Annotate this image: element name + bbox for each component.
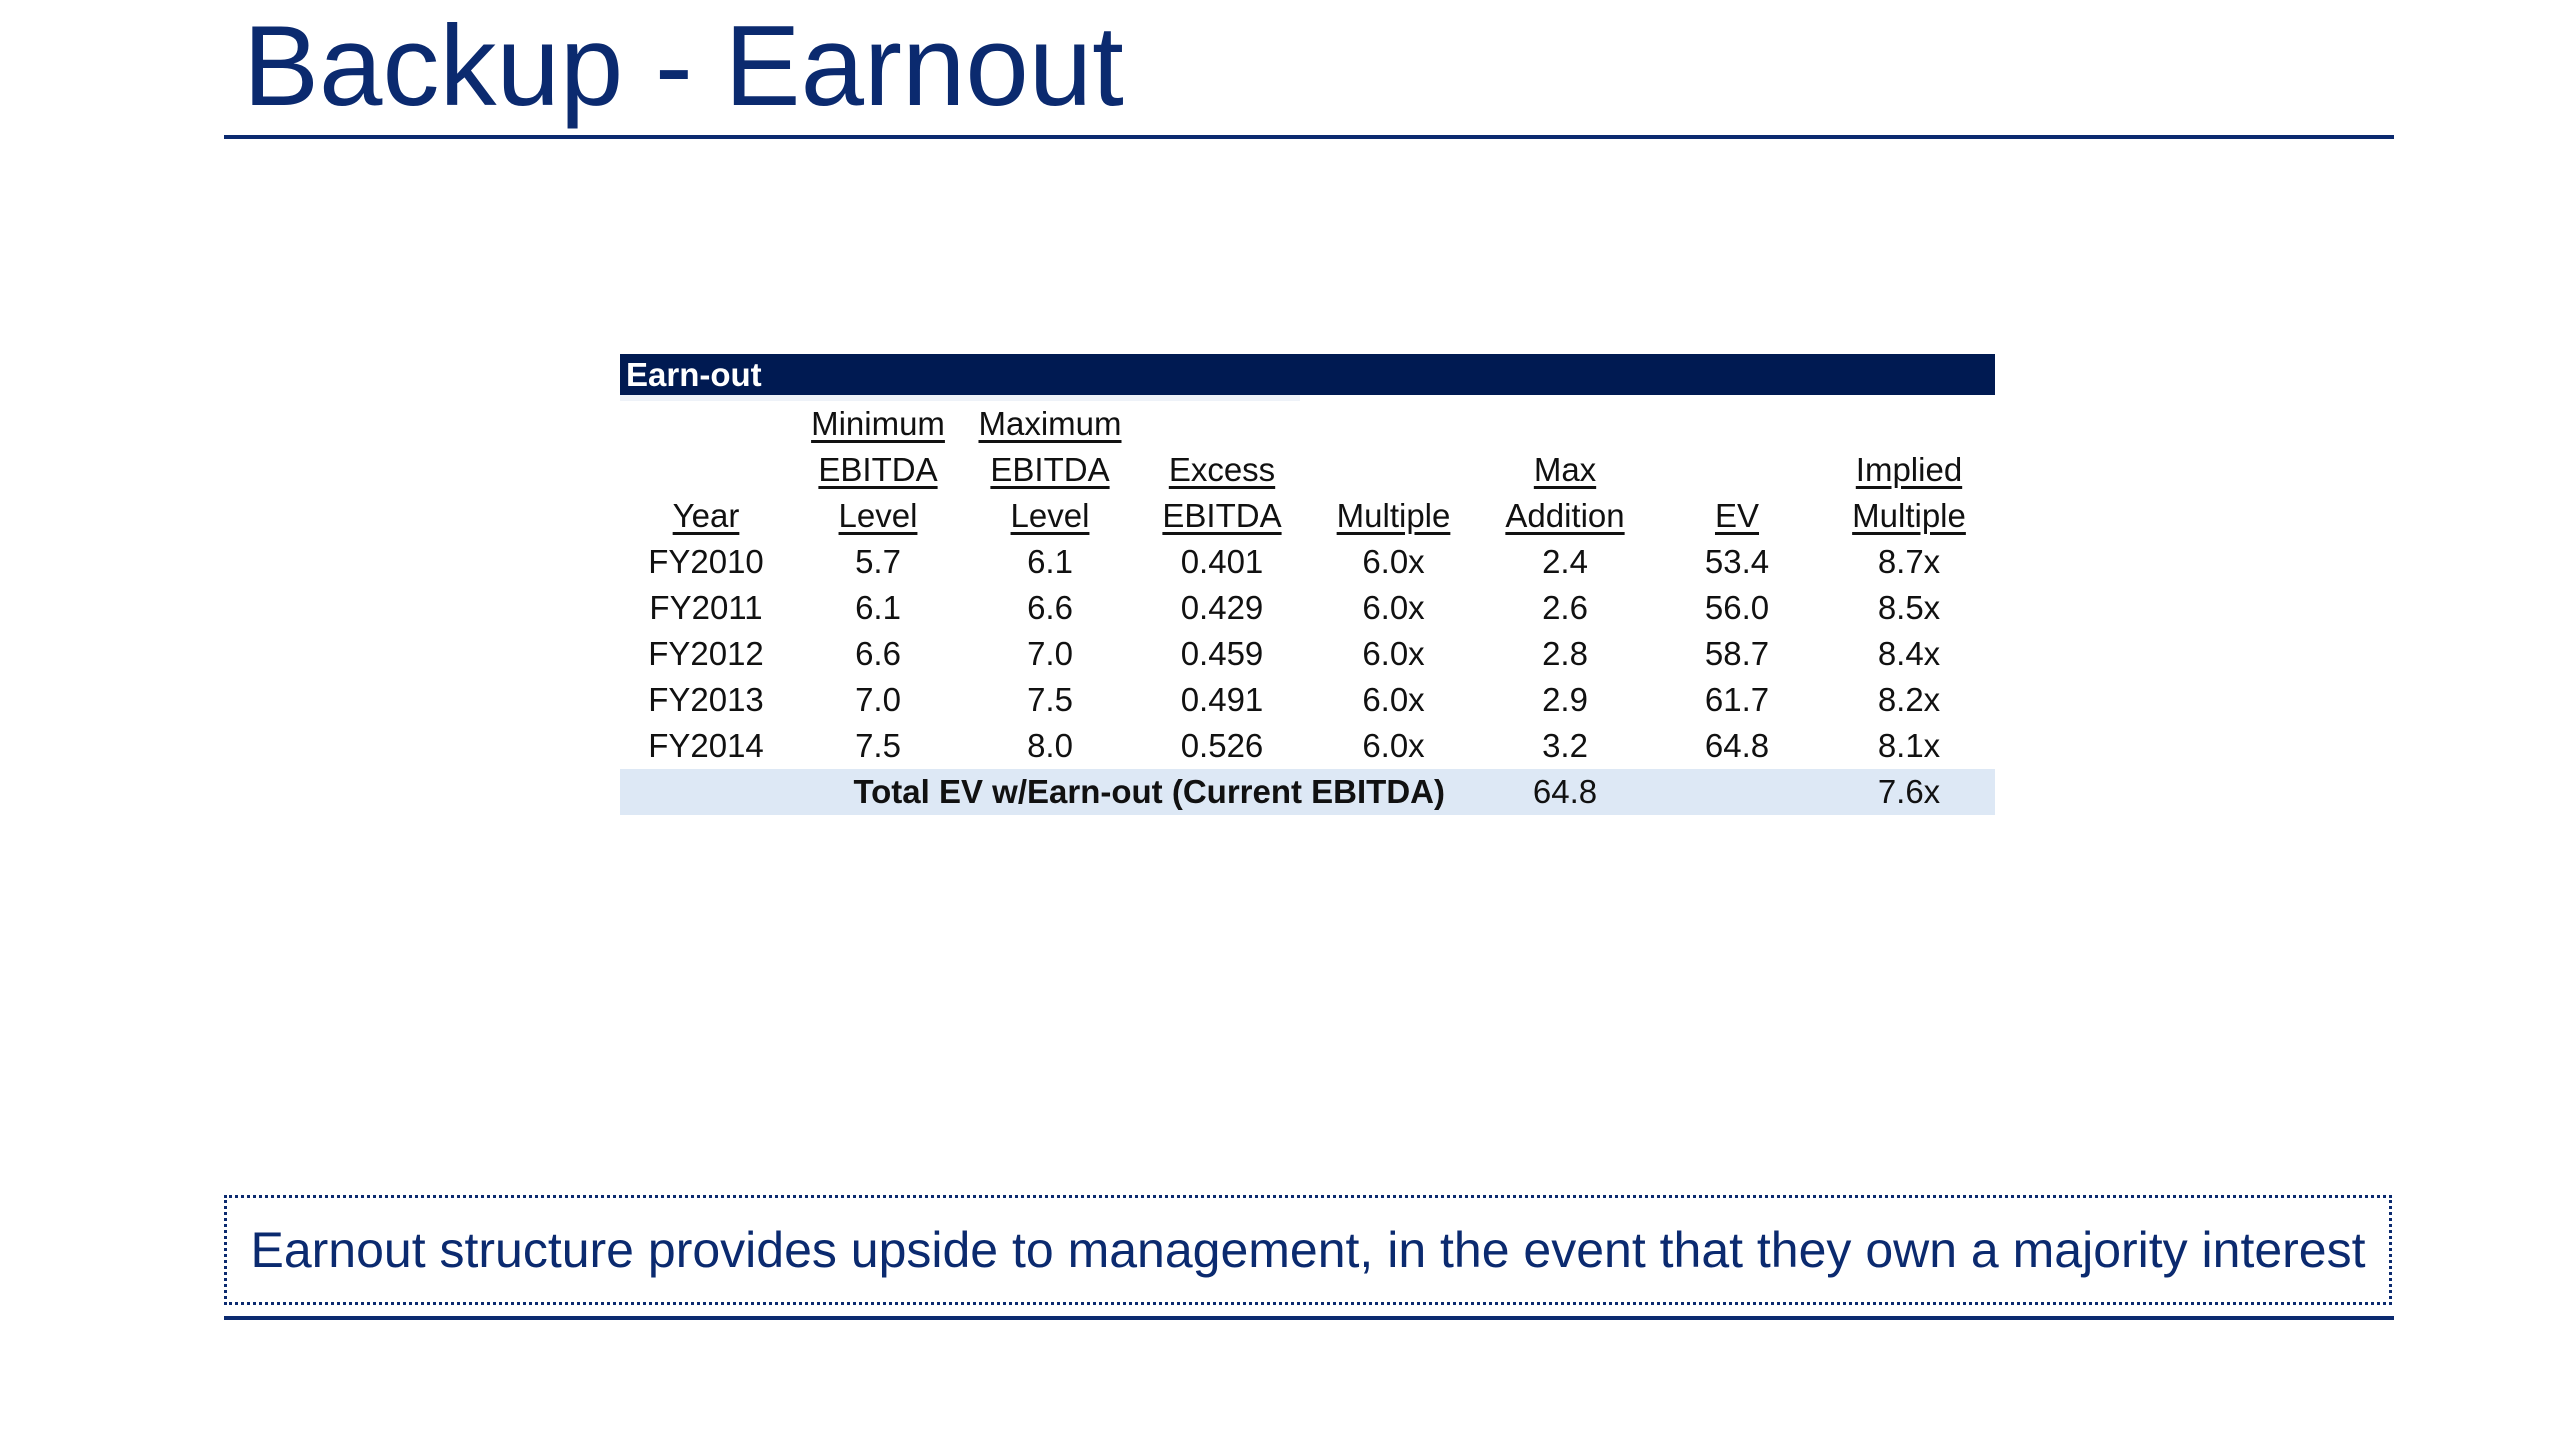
cell-year: FY2013 [648,681,764,718]
cell-implied: 8.5x [1877,589,1941,626]
header-row-1: Minimum Maximum [620,401,1995,447]
cell-max-addition: 2.6 [1542,589,1588,626]
cell-excess: 0.401 [1180,543,1264,580]
total-row: Total EV w/Earn-out (Current EBITDA) 64.… [620,769,1995,815]
cell-excess: 0.429 [1180,589,1264,626]
total-ev: 64.8 [1479,769,1651,815]
header-max-addition-3: Addition [1505,497,1625,534]
cell-ev: 64.8 [1704,727,1770,764]
callout-box: Earnout structure provides upside to man… [224,1195,2392,1305]
cell-year: FY2012 [648,635,764,672]
cell-multiple: 6.0x [1362,543,1425,580]
header-multiple-3: Multiple [1336,497,1451,534]
table-banner: Earn-out [620,354,1995,395]
cell-ev: 53.4 [1704,543,1770,580]
cell-year: FY2010 [648,543,764,580]
total-label: Total EV w/Earn-out (Current EBITDA) [620,769,1479,815]
header-row-3: Year Level Level EBITDA Multiple Additio… [620,493,1995,539]
header-implied-2: Implied [1855,451,1963,488]
table-row: FY2014 7.5 8.0 0.526 6.0x 3.2 64.8 8.1x [620,723,1995,769]
banner-underline [620,395,1995,401]
cell-excess: 0.526 [1180,727,1264,764]
cell-min-level: 7.5 [855,727,901,764]
earnout-table-panel: Earn-out Minimum Maximum EBITDA EBITDA E… [620,354,1995,815]
cell-min-level: 7.0 [855,681,901,718]
header-multiple-2 [1308,447,1479,493]
header-ev-2 [1651,447,1823,493]
cell-ev: 58.7 [1704,635,1770,672]
total-implied-multiple: 7.6x [1823,769,1995,815]
cell-max-level: 7.5 [1027,681,1073,718]
table-header: Minimum Maximum EBITDA EBITDA Excess Max… [620,401,1995,539]
cell-excess: 0.491 [1180,681,1264,718]
table-body: FY2010 5.7 6.1 0.401 6.0x 2.4 53.4 8.7x … [620,539,1995,815]
table-row: FY2013 7.0 7.5 0.491 6.0x 2.9 61.7 8.2x [620,677,1995,723]
cell-min-level: 5.7 [855,543,901,580]
cell-implied: 8.4x [1877,635,1941,672]
cell-min-level: 6.1 [855,589,901,626]
cell-year: FY2011 [649,589,763,626]
earnout-table: Minimum Maximum EBITDA EBITDA Excess Max… [620,401,1995,815]
slide-title: Backup - Earnout [243,3,1124,130]
header-min-level-2: EBITDA [818,451,938,488]
cell-implied: 8.2x [1877,681,1941,718]
cell-max-level: 6.6 [1027,589,1073,626]
bottom-divider [224,1316,2394,1320]
header-ev-1 [1651,401,1823,447]
cell-max-addition: 2.4 [1542,543,1588,580]
title-divider [224,135,2394,139]
header-multiple-1 [1308,401,1479,447]
header-excess-1 [1136,401,1308,447]
header-max-level-2: EBITDA [990,451,1110,488]
header-max-addition-1 [1479,401,1651,447]
cell-max-level: 7.0 [1027,635,1073,672]
cell-year: FY2014 [648,727,764,764]
header-max-level-1: Maximum [978,405,1122,442]
header-excess-3: EBITDA [1162,497,1282,534]
header-year-2 [620,447,792,493]
cell-max-level: 6.1 [1027,543,1073,580]
header-min-level-1: Minimum [811,405,945,442]
header-ev-3: EV [1714,497,1760,534]
table-row: FY2012 6.6 7.0 0.459 6.0x 2.8 58.7 8.4x [620,631,1995,677]
header-implied-1 [1823,401,1995,447]
header-row-2: EBITDA EBITDA Excess Max Implied [620,447,1995,493]
callout-text: Earnout structure provides upside to man… [250,1222,2366,1278]
header-year-3: Year [672,497,740,534]
cell-min-level: 6.6 [855,635,901,672]
cell-excess: 0.459 [1180,635,1264,672]
table-row: FY2011 6.1 6.6 0.429 6.0x 2.6 56.0 8.5x [620,585,1995,631]
cell-max-addition: 3.2 [1542,727,1588,764]
header-year-1 [620,401,792,447]
cell-multiple: 6.0x [1362,635,1425,672]
cell-implied: 8.1x [1877,727,1941,764]
header-max-level-3: Level [1010,497,1090,534]
header-implied-3: Multiple [1852,497,1966,534]
cell-implied: 8.7x [1877,543,1941,580]
cell-max-addition: 2.9 [1542,681,1588,718]
cell-multiple: 6.0x [1362,727,1425,764]
cell-ev: 61.7 [1704,681,1770,718]
total-blank [1651,769,1823,815]
cell-max-level: 8.0 [1027,727,1073,764]
header-max-addition-2: Max [1533,451,1597,488]
cell-ev: 56.0 [1704,589,1770,626]
header-min-level-3: Level [838,497,918,534]
cell-multiple: 6.0x [1362,589,1425,626]
table-row: FY2010 5.7 6.1 0.401 6.0x 2.4 53.4 8.7x [620,539,1995,585]
cell-multiple: 6.0x [1362,681,1425,718]
cell-max-addition: 2.8 [1542,635,1588,672]
header-excess-2: Excess [1168,451,1276,488]
